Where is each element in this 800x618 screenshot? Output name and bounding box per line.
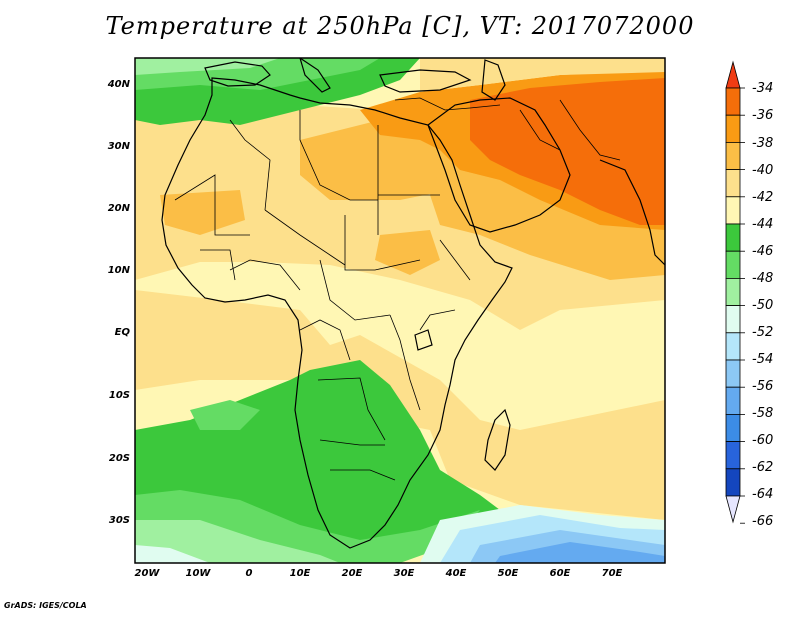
field-blue-se (495, 542, 665, 563)
colorbar-segment (725, 223, 741, 252)
iberia-coastline (204, 61, 271, 87)
field-tan (135, 105, 665, 330)
colorbar-segment (725, 141, 741, 170)
colorbar-segment (725, 277, 741, 306)
field-light-orange-west (160, 190, 245, 235)
plot-frame (134, 57, 666, 564)
colorbar-label-62: -62 (752, 460, 774, 475)
colorbar-label-34: -34 (752, 81, 774, 96)
grads-credit: GrADS: IGES/COLA (4, 601, 87, 610)
field-tan-northeast (420, 58, 665, 92)
colorbar-segment (725, 196, 741, 225)
lat-label-20n: 20N (107, 203, 130, 214)
colorbar-label-40: -40 (752, 163, 774, 178)
colorbar (725, 60, 745, 524)
country-borders (174, 97, 621, 481)
italy-coastline (299, 58, 331, 93)
lon-label-10e: 10E (289, 568, 311, 579)
colorbar-label-46: -46 (752, 244, 774, 259)
lon-label-40e: 40E (445, 568, 467, 579)
field-green-light-south (135, 520, 340, 563)
colorbar-label-44: -44 (752, 217, 774, 232)
lon-label-10w: 10W (185, 568, 211, 579)
chart-title: Temperature at 250hPa [C], VT: 201707200… (105, 12, 695, 40)
lat-label-10n: 10N (107, 265, 130, 276)
lat-label-eq: EQ (114, 327, 130, 338)
colorbar-segment (725, 468, 741, 497)
caspian-coastline (481, 59, 506, 101)
lon-label-70e: 70E (601, 568, 623, 579)
lat-label-40n: 40N (107, 79, 130, 90)
colorbar-segment (725, 386, 741, 415)
coastlines (161, 58, 665, 549)
lon-label-60e: 60E (549, 568, 571, 579)
madagascar-coastline (484, 408, 511, 471)
colorbar-label-54: -54 (752, 352, 774, 367)
field-green-atlantic (190, 400, 260, 430)
colorbar-top-arrow (725, 60, 741, 89)
colorbar-label-48: -48 (752, 271, 774, 286)
colorbar-label-58: -58 (752, 406, 774, 421)
colorbar-label-56: -56 (752, 379, 774, 394)
field-hot-core (470, 78, 665, 225)
colorbar-bottom-arrow (725, 495, 741, 524)
colorbar-segment (725, 305, 741, 334)
lon-label-20w: 20W (134, 568, 160, 579)
colorbar-segment (725, 413, 741, 442)
colorbar-label-60: -60 (752, 433, 774, 448)
field-cyan-south (135, 545, 210, 563)
colorbar-segment (725, 441, 741, 470)
colorbar-label-64: -64 (752, 487, 774, 502)
lon-label-20e: 20E (341, 568, 363, 579)
lake-victoria (414, 329, 433, 351)
lon-label-30e: 30E (393, 568, 415, 579)
turkey-coastline (379, 69, 472, 93)
lon-label-0: 0 (245, 568, 253, 579)
field-light-orange-sahel (375, 230, 440, 275)
colorbar-segment (725, 359, 741, 388)
africa-coastline (161, 77, 513, 549)
field-green-light-north (135, 58, 280, 75)
colorbar-segment (725, 87, 741, 116)
lat-label-30s: 30S (108, 515, 130, 526)
colorbar-label-50: -50 (752, 298, 774, 313)
colorbar-label-42: -42 (752, 190, 774, 205)
lat-label-20s: 20S (108, 453, 130, 464)
colorbar-segment (725, 332, 741, 361)
lon-label-50e: 50E (497, 568, 519, 579)
colorbar-segment (725, 169, 741, 198)
india-coastline (599, 159, 665, 266)
colorbar-segment (725, 114, 741, 143)
lat-label-10s: 10S (108, 390, 130, 401)
colorbar-segment (725, 250, 741, 279)
field-light-orange (300, 120, 450, 200)
colorbar-label-38: -38 (752, 136, 774, 151)
colorbar-label-36: -36 (752, 108, 774, 123)
colorbar-label-66: -66 (752, 514, 774, 529)
colorbar-label-52: -52 (752, 325, 774, 340)
lat-label-30n: 30N (107, 141, 130, 152)
field-tan-west (135, 300, 240, 370)
